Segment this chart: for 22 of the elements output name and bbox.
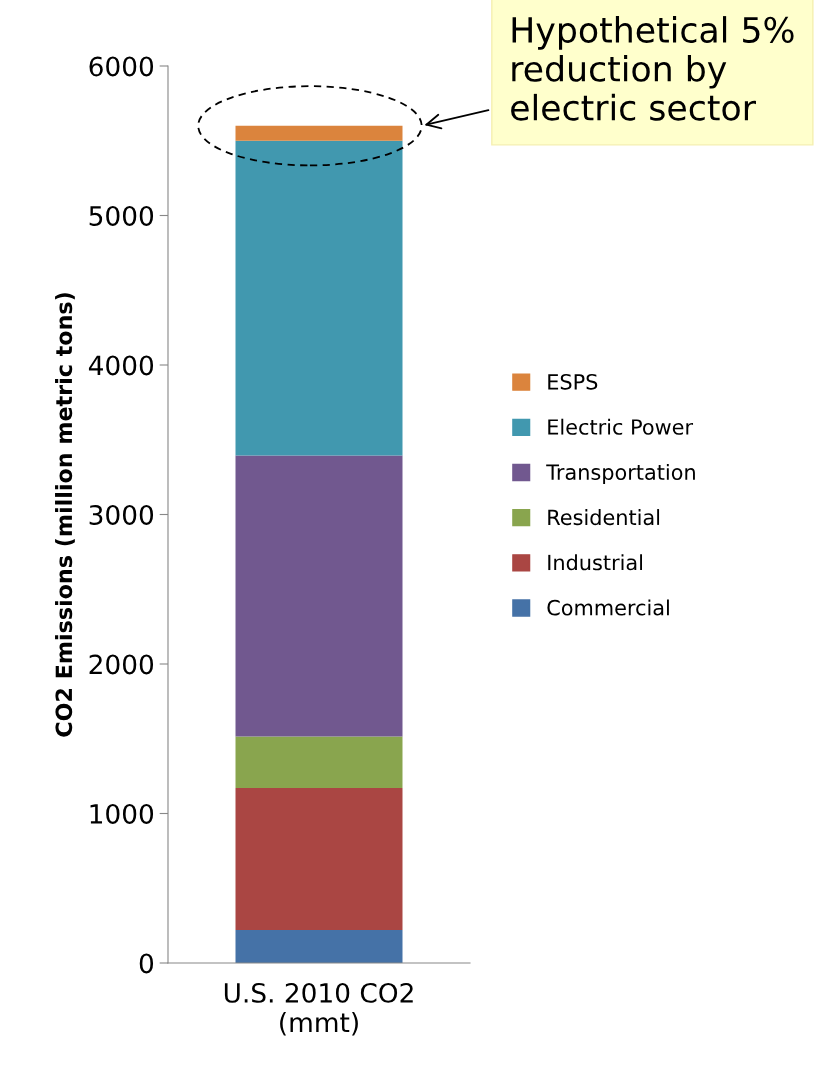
bar <box>235 736 403 789</box>
bar <box>235 930 403 963</box>
legend-label: Residential <box>548 509 660 526</box>
legend-label: Industrial <box>548 554 642 571</box>
x-tick-label: U.S. 2010 CO2 (mmt) <box>224 982 413 1036</box>
bar <box>235 125 403 141</box>
legend-label: Electric Power <box>548 418 694 435</box>
y-tick-label: 5000 <box>89 205 154 226</box>
text: Hypothetical 5% reduction by electric sector <box>511 16 794 121</box>
legend-label: Commercial <box>547 599 669 616</box>
y-tick-label: 1000 <box>90 803 154 824</box>
bar <box>235 788 403 931</box>
y-tick-label: 4000 <box>88 355 154 376</box>
y-tick-label: 6000 <box>89 56 154 77</box>
legend-label: Transportation <box>546 463 695 485</box>
y-axis-title: CO2 Emissions (million metric tons) <box>55 293 75 737</box>
bar <box>235 140 403 456</box>
bar <box>235 455 403 737</box>
y-tick-label: 0 <box>139 953 154 974</box>
y-tick-label: 3000 <box>89 504 154 525</box>
legend-label: ESPS <box>548 373 598 390</box>
y-tick-label: 2000 <box>89 654 154 675</box>
